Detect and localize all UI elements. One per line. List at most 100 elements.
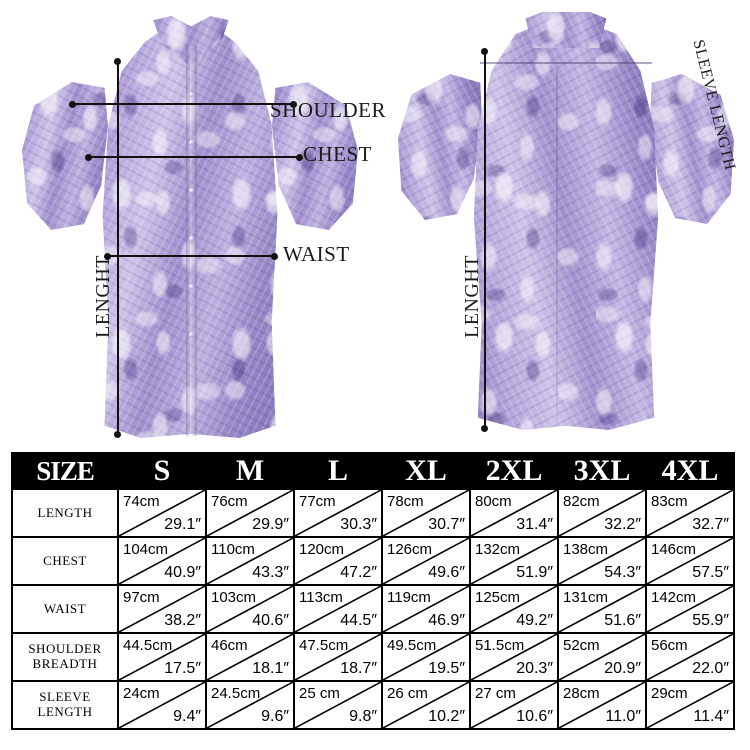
back-left-sleeve	[398, 74, 482, 220]
value-cm: 142cm	[651, 589, 697, 606]
back-length-measure-line	[484, 51, 486, 429]
header-size-3xl: 3XL	[557, 452, 647, 490]
row-label-3: SHOULDER BREADTH	[11, 632, 119, 682]
value-cm: 28cm	[563, 685, 600, 702]
value-inch: 47.2″	[340, 564, 377, 581]
value-inch: 44.5″	[340, 612, 377, 629]
table-row: SLEEVE LENGTH 24cm 9.4″ 24.5cm 9.6″ 25 cm 9.8″ 2…	[11, 680, 735, 730]
value-cm: 146cm	[651, 541, 697, 558]
waist-label: WAIST	[283, 242, 350, 266]
value-cm: 29cm	[651, 685, 688, 702]
cell-r4-c6: 29cm 11.4″	[645, 680, 735, 730]
front-torso	[102, 26, 278, 438]
cell-r3-c1: 46cm 18.1″	[205, 632, 295, 682]
cell-r3-c4: 51.5cm 20.3″	[469, 632, 559, 682]
header-size: SIZE	[11, 452, 119, 490]
row-label-4: SLEEVE LENGTH	[11, 680, 119, 730]
value-inch: 10.2″	[428, 708, 465, 725]
value-inch: 49.6″	[428, 564, 465, 581]
value-inch: 9.6″	[261, 708, 289, 725]
front-length-dot-bottom	[114, 431, 121, 438]
value-cm: 46cm	[211, 637, 248, 654]
value-cm: 24.5cm	[211, 685, 261, 702]
cell-r4-c0: 24cm 9.4″	[117, 680, 207, 730]
cell-r2-c5: 131cm 51.6″	[557, 584, 647, 634]
value-inch: 9.4″	[173, 708, 201, 725]
row-label-line1: CHEST	[43, 552, 87, 568]
table-row: CHEST 104cm 40.9″ 110cm 43.3″ 120cm 47.2″ 126cm…	[11, 536, 735, 586]
value-cm: 74cm	[123, 493, 160, 510]
row-label-line1: WAIST	[43, 600, 87, 616]
table-row: SHOULDER BREADTH 44.5cm 17.5″ 46cm 18.1″ 47.5c…	[11, 632, 735, 682]
chest-measure-dot-left	[85, 154, 92, 161]
value-cm: 49.5cm	[387, 637, 437, 654]
header-size-4xl: 4XL	[645, 452, 735, 490]
value-cm: 27 cm	[475, 685, 516, 702]
cell-r3-c6: 56cm 22.0″	[645, 632, 735, 682]
value-inch: 30.3″	[340, 516, 377, 533]
row-label-2: WAIST	[11, 584, 119, 634]
row-label-0: LENGTH	[11, 488, 119, 538]
shirt-button	[189, 284, 194, 289]
cell-r0-c3: 78cm 30.7″	[381, 488, 471, 538]
value-cm: 47.5cm	[299, 637, 349, 654]
back-length-dot-top	[481, 48, 488, 55]
shoulder-label: SHOULDER	[270, 98, 387, 122]
shirt-diagram: SHOULDER CHEST WAIST LENGHT LENGHT SLEEV…	[22, 12, 739, 438]
value-cm: 78cm	[387, 493, 424, 510]
cell-r1-c3: 126cm 49.6″	[381, 536, 471, 586]
value-inch: 20.9″	[604, 660, 641, 677]
front-length-dot-top	[114, 58, 121, 65]
value-cm: 44.5cm	[123, 637, 173, 654]
row-label-line1: SLEEVE	[39, 689, 91, 705]
value-inch: 18.7″	[340, 660, 377, 677]
chest-label: CHEST	[303, 142, 373, 166]
shirt-button	[189, 188, 194, 193]
shirt-button	[189, 332, 194, 337]
back-center-seam	[556, 70, 558, 422]
value-inch: 11.0″	[605, 708, 641, 725]
value-cm: 56cm	[651, 637, 688, 654]
value-inch: 40.6″	[252, 612, 289, 629]
header-size-2xl: 2XL	[469, 452, 559, 490]
back-torso	[473, 22, 659, 430]
cell-r1-c4: 132cm 51.9″	[469, 536, 559, 586]
value-cm: 113cm	[299, 589, 343, 606]
value-inch: 30.7″	[428, 516, 465, 533]
cell-r4-c3: 26 cm 10.2″	[381, 680, 471, 730]
chest-measure-line	[88, 156, 301, 158]
cell-r4-c5: 28cm 11.0″	[557, 680, 647, 730]
back-length-label: LENGHT	[461, 255, 483, 338]
value-cm: 132cm	[475, 541, 521, 558]
value-inch: 17.5″	[164, 660, 201, 677]
value-inch: 32.7″	[692, 516, 729, 533]
shoulder-measure-dot-right	[290, 101, 297, 108]
value-inch: 40.9″	[164, 564, 201, 581]
value-inch: 32.2″	[604, 516, 641, 533]
value-cm: 24cm	[123, 685, 160, 702]
value-inch: 29.9″	[252, 516, 289, 533]
value-inch: 51.6″	[604, 612, 641, 629]
cell-r3-c5: 52cm 20.9″	[557, 632, 647, 682]
value-cm: 80cm	[475, 493, 512, 510]
row-label-1: CHEST	[11, 536, 119, 586]
cell-r2-c1: 103cm 40.6″	[205, 584, 295, 634]
table-row: LENGTH 74cm 29.1″ 76cm 29.9″ 77cm 30.3″ 78cm 30.…	[11, 488, 735, 538]
value-inch: 51.9″	[516, 564, 553, 581]
cell-r0-c2: 77cm 30.3″	[293, 488, 383, 538]
cell-r4-c4: 27 cm 10.6″	[469, 680, 559, 730]
value-inch: 29.1″	[164, 516, 201, 533]
header-size-s: S	[117, 452, 207, 490]
waist-measure-dot-left	[104, 253, 111, 260]
value-cm: 120cm	[299, 541, 345, 558]
value-cm: 131cm	[563, 589, 609, 606]
value-inch: 49.2″	[516, 612, 553, 629]
value-cm: 110cm	[211, 541, 255, 558]
waist-measure-line	[107, 255, 275, 257]
header-size-l: L	[293, 452, 383, 490]
back-length-dot-bottom	[481, 425, 488, 432]
value-inch: 38.2″	[164, 612, 201, 629]
cell-r0-c1: 76cm 29.9″	[205, 488, 295, 538]
value-cm: 125cm	[475, 589, 521, 606]
